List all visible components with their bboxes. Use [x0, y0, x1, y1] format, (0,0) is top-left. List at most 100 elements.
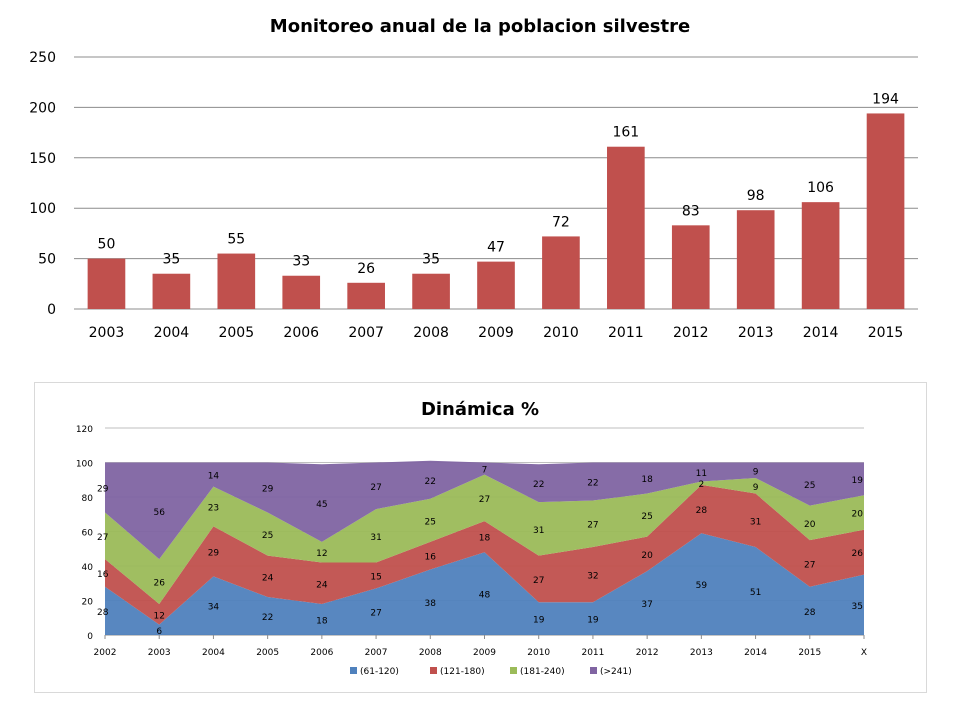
- area-value-label: 14: [208, 472, 220, 482]
- x-tick-label: 2010: [543, 325, 579, 341]
- x-tick-label: 2015: [868, 325, 904, 341]
- area-value-label: 28: [804, 608, 816, 618]
- bar-value-label: 72: [552, 214, 570, 230]
- x-tick-label: 2007: [348, 325, 384, 341]
- bar-value-label: 106: [807, 180, 834, 196]
- bar: [671, 225, 710, 309]
- legend: (61-120) (121-180) (181-240) (>241): [350, 667, 632, 677]
- x-tick-label: 2005: [218, 325, 254, 341]
- area-value-label: 28: [696, 506, 708, 516]
- x-tick-label: 2004: [154, 325, 190, 341]
- y-tick-label: 60: [82, 529, 94, 539]
- x-tick-label: 2002: [94, 648, 117, 658]
- x-tick-label: 2008: [413, 325, 449, 341]
- bar-chart: Monitoreo anual de la poblacion silvestr…: [29, 16, 918, 341]
- x-tick-label: 2003: [89, 325, 125, 341]
- bar: [412, 273, 450, 309]
- y-tick-label: 80: [82, 494, 94, 504]
- area-value-label: 7: [482, 466, 488, 476]
- area-value-label: 48: [479, 591, 491, 601]
- area-value-label: 24: [262, 573, 274, 583]
- x-tick-label: 2009: [478, 325, 514, 341]
- area-value-label: 22: [533, 480, 544, 490]
- area-value-label: 25: [641, 512, 652, 522]
- area-chart-title: Dinámica %: [421, 399, 539, 420]
- area-value-label: 27: [587, 521, 598, 531]
- area-value-label: 25: [262, 531, 273, 541]
- bar-value-label: 35: [162, 252, 180, 268]
- area-value-label: 27: [533, 576, 544, 586]
- bar: [217, 253, 256, 309]
- area-value-label: 20: [852, 510, 864, 520]
- x-tick-label: 2011: [608, 325, 644, 341]
- area-value-label: 31: [533, 526, 544, 536]
- area-value-label: 26: [852, 549, 864, 559]
- area-value-label: 18: [641, 475, 653, 485]
- area-value-label: 29: [262, 485, 274, 495]
- area-chart-frame: [34, 382, 927, 693]
- x-tick-label: 2010: [527, 648, 550, 658]
- area-value-label: 19: [587, 616, 599, 626]
- x-tick-label: 2008: [419, 648, 442, 658]
- area-series-1: [105, 533, 864, 635]
- area-value-label: 29: [97, 485, 109, 495]
- y-tick-label: 250: [29, 50, 56, 66]
- area-value-label: 24: [316, 580, 328, 590]
- area-value-label: 16: [97, 570, 109, 580]
- bar-chart-title: Monitoreo anual de la poblacion silvestr…: [270, 16, 690, 37]
- bar: [801, 202, 840, 309]
- area-value-label: 22: [425, 477, 436, 487]
- area-value-label: 37: [641, 600, 652, 610]
- legend-label: (>241): [600, 667, 632, 677]
- area-value-label: 2: [698, 480, 704, 490]
- x-tick-label: 2011: [581, 648, 604, 658]
- y-tick-label: 0: [87, 632, 93, 642]
- area-value-label: 51: [750, 588, 761, 598]
- legend-swatch: [510, 667, 517, 674]
- x-tick-label: 2012: [636, 648, 659, 658]
- x-tick-label: 2014: [744, 648, 767, 658]
- bar-value-label: 50: [98, 237, 116, 253]
- area-value-label: 16: [425, 553, 437, 563]
- area-value-label: 35: [852, 602, 863, 612]
- x-tick-label: 2006: [283, 325, 319, 341]
- area-value-label: 31: [750, 517, 761, 527]
- bar-value-label: 47: [487, 240, 505, 256]
- bar: [607, 146, 645, 309]
- x-tick-label: 2013: [690, 648, 713, 658]
- area-value-label: 18: [479, 534, 491, 544]
- x-tick-label: 2007: [365, 648, 388, 658]
- area-value-label: 56: [153, 508, 165, 518]
- x-tick-label: 2003: [148, 648, 171, 658]
- x-tick-label: 2004: [202, 648, 225, 658]
- area-value-label: 38: [425, 599, 437, 609]
- area-value-label: 11: [696, 469, 707, 479]
- area-value-label: 32: [587, 572, 598, 582]
- area-value-label: 29: [208, 548, 220, 558]
- legend-swatch: [350, 667, 357, 674]
- bar-value-label: 98: [747, 188, 765, 204]
- area-value-label: 12: [153, 611, 164, 621]
- area-value-label: 25: [804, 481, 815, 491]
- bar: [152, 273, 191, 309]
- legend-swatch: [430, 667, 437, 674]
- stacked-area-chart: Dinámica % 0 20 40 60 80 100 120 2002 2003 2004 2…: [76, 399, 867, 677]
- y-tick-label: 100: [29, 201, 56, 217]
- bar-value-label: 55: [227, 232, 245, 248]
- area-value-label: 27: [479, 495, 490, 505]
- bar: [347, 282, 385, 309]
- x-tick-label: X: [861, 648, 867, 658]
- area-value-label: 22: [262, 613, 273, 623]
- area-value-label: 59: [696, 581, 708, 591]
- area-value-label: 18: [316, 616, 328, 626]
- legend-label: (121-180): [440, 667, 485, 677]
- area-value-label: 19: [852, 476, 864, 486]
- area-value-label: 27: [804, 560, 815, 570]
- area-series-4: [105, 460, 864, 560]
- area-value-label: 27: [370, 483, 381, 493]
- bar: [736, 210, 775, 309]
- area-series-2: [105, 484, 864, 625]
- legend-label: (61-120): [360, 667, 399, 677]
- area-value-label: 20: [804, 520, 816, 530]
- area-value-label: 23: [208, 503, 219, 513]
